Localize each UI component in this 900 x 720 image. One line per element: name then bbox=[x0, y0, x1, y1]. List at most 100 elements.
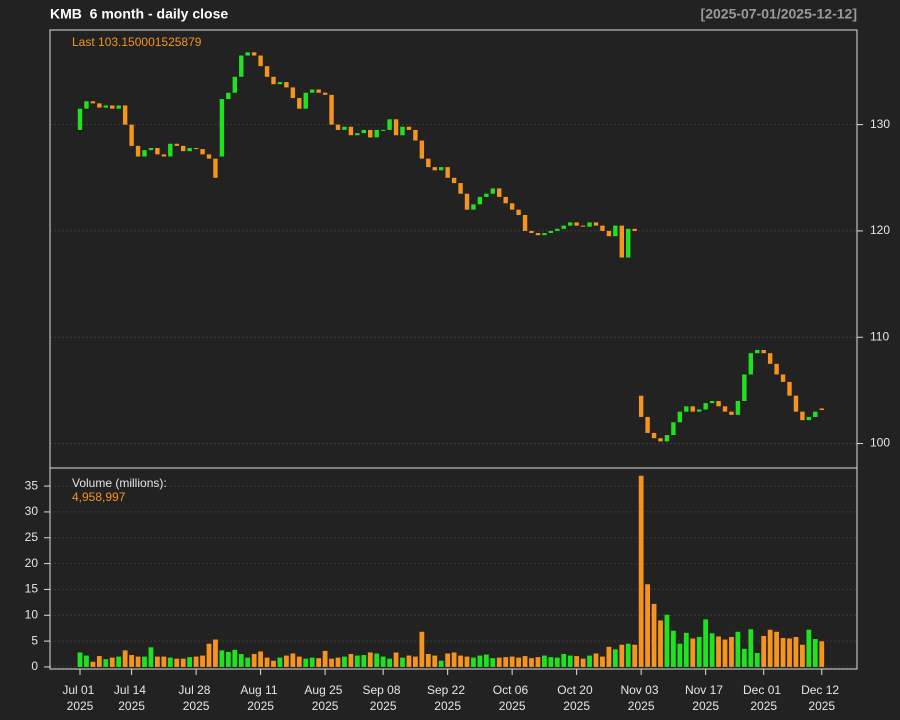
volume-bar bbox=[232, 649, 238, 667]
candle-body bbox=[574, 222, 579, 226]
volume-bar bbox=[806, 629, 812, 667]
candle-body bbox=[406, 126, 412, 130]
candle-body bbox=[374, 129, 379, 138]
candle-body bbox=[122, 105, 128, 125]
volume-bar bbox=[793, 636, 799, 667]
candle-body bbox=[310, 89, 315, 93]
y-tick-label: 120 bbox=[870, 223, 890, 237]
volume-bar bbox=[496, 657, 502, 667]
volume-bar bbox=[380, 656, 386, 667]
volume-last-label: 4,958,997 bbox=[72, 490, 126, 504]
candle-body bbox=[258, 55, 263, 67]
candle-body bbox=[748, 353, 753, 375]
candle-body bbox=[387, 119, 392, 130]
candle-body bbox=[632, 228, 637, 231]
plot-layer: 100 110 120 130 0 5 10 15 20 25 30 35 Jul 01 2025 Jul… bbox=[25, 52, 890, 713]
candle-body bbox=[361, 129, 366, 134]
candle-body bbox=[529, 230, 534, 234]
candle-body bbox=[535, 233, 541, 236]
volume-bar bbox=[548, 657, 554, 667]
candle-body bbox=[774, 363, 779, 375]
volume-bar bbox=[77, 652, 83, 667]
volume-bar bbox=[206, 643, 212, 667]
volume-bar bbox=[703, 619, 709, 667]
volume-bar bbox=[477, 655, 483, 667]
volume-bar bbox=[664, 614, 670, 667]
candle-body bbox=[329, 94, 334, 125]
candle-body bbox=[645, 416, 650, 433]
volume-bar bbox=[561, 654, 567, 667]
candle-body bbox=[703, 403, 708, 410]
candle-body bbox=[439, 167, 444, 171]
volume-bar bbox=[155, 656, 160, 667]
volume-bar bbox=[393, 652, 399, 667]
candle-body bbox=[619, 225, 624, 258]
candle-body bbox=[735, 401, 741, 415]
volume-bar bbox=[619, 644, 625, 667]
candle-body bbox=[193, 148, 199, 150]
volume-bar bbox=[542, 655, 547, 667]
x-tick-label: Oct 06 2025 bbox=[493, 683, 532, 713]
candle-body bbox=[606, 230, 612, 237]
volume-bar bbox=[516, 657, 521, 667]
candle-body bbox=[658, 438, 663, 442]
x-tick-label: Nov 03 2025 bbox=[620, 683, 661, 713]
volume-bar bbox=[754, 652, 760, 667]
volume-bar bbox=[284, 655, 289, 667]
volume-bar bbox=[225, 651, 231, 667]
volume-bar bbox=[187, 657, 193, 667]
candle-body bbox=[264, 66, 270, 77]
volume-bar bbox=[761, 635, 767, 667]
candle-body bbox=[110, 105, 115, 109]
volume-bar bbox=[458, 655, 463, 667]
volume-bar bbox=[387, 658, 392, 667]
volume-bar bbox=[161, 656, 167, 667]
volume-bar bbox=[709, 633, 715, 667]
volume-bar bbox=[116, 656, 122, 667]
candle-body bbox=[613, 225, 618, 237]
candle-body bbox=[187, 148, 192, 152]
candle-body bbox=[767, 353, 773, 364]
volume-bar bbox=[522, 656, 528, 667]
candle-body bbox=[161, 154, 167, 157]
candle-body bbox=[380, 129, 386, 131]
candle-body bbox=[445, 167, 450, 178]
volume-bar bbox=[735, 631, 741, 667]
y-tick-label: 35 bbox=[25, 478, 39, 492]
candle-body bbox=[181, 145, 186, 152]
candle-body bbox=[277, 82, 283, 85]
y-tick-label: 25 bbox=[25, 530, 39, 544]
volume-bar bbox=[213, 639, 218, 667]
volume-bar bbox=[374, 653, 380, 667]
candle-body bbox=[742, 374, 747, 402]
candle-body bbox=[226, 92, 231, 100]
candle-body bbox=[348, 126, 354, 136]
candle-body bbox=[316, 89, 321, 93]
y-tick-label: 5 bbox=[31, 633, 38, 647]
volume-bar bbox=[406, 655, 412, 667]
candle-body bbox=[593, 222, 599, 226]
candle-body bbox=[135, 145, 141, 157]
candle-body bbox=[116, 105, 121, 109]
volume-bar bbox=[277, 657, 283, 667]
volume-bar bbox=[335, 657, 341, 667]
volume-bar bbox=[535, 657, 541, 667]
candle-body bbox=[587, 222, 592, 227]
candle-body bbox=[206, 154, 212, 159]
candle-body bbox=[464, 193, 470, 210]
volume-bar bbox=[167, 657, 173, 667]
candle-body bbox=[516, 209, 521, 215]
volume-bar bbox=[632, 644, 638, 667]
volume-bar bbox=[296, 656, 302, 667]
candle-body bbox=[780, 374, 786, 382]
volume-bar bbox=[722, 639, 728, 667]
x-tick-label: Jul 28 2025 bbox=[178, 683, 213, 713]
x-tick-label: Nov 17 2025 bbox=[685, 683, 726, 713]
candle-body bbox=[755, 349, 760, 354]
volume-bar bbox=[451, 652, 457, 667]
candle-body bbox=[284, 82, 289, 88]
candle-body bbox=[716, 401, 721, 407]
candle-body bbox=[168, 143, 173, 157]
